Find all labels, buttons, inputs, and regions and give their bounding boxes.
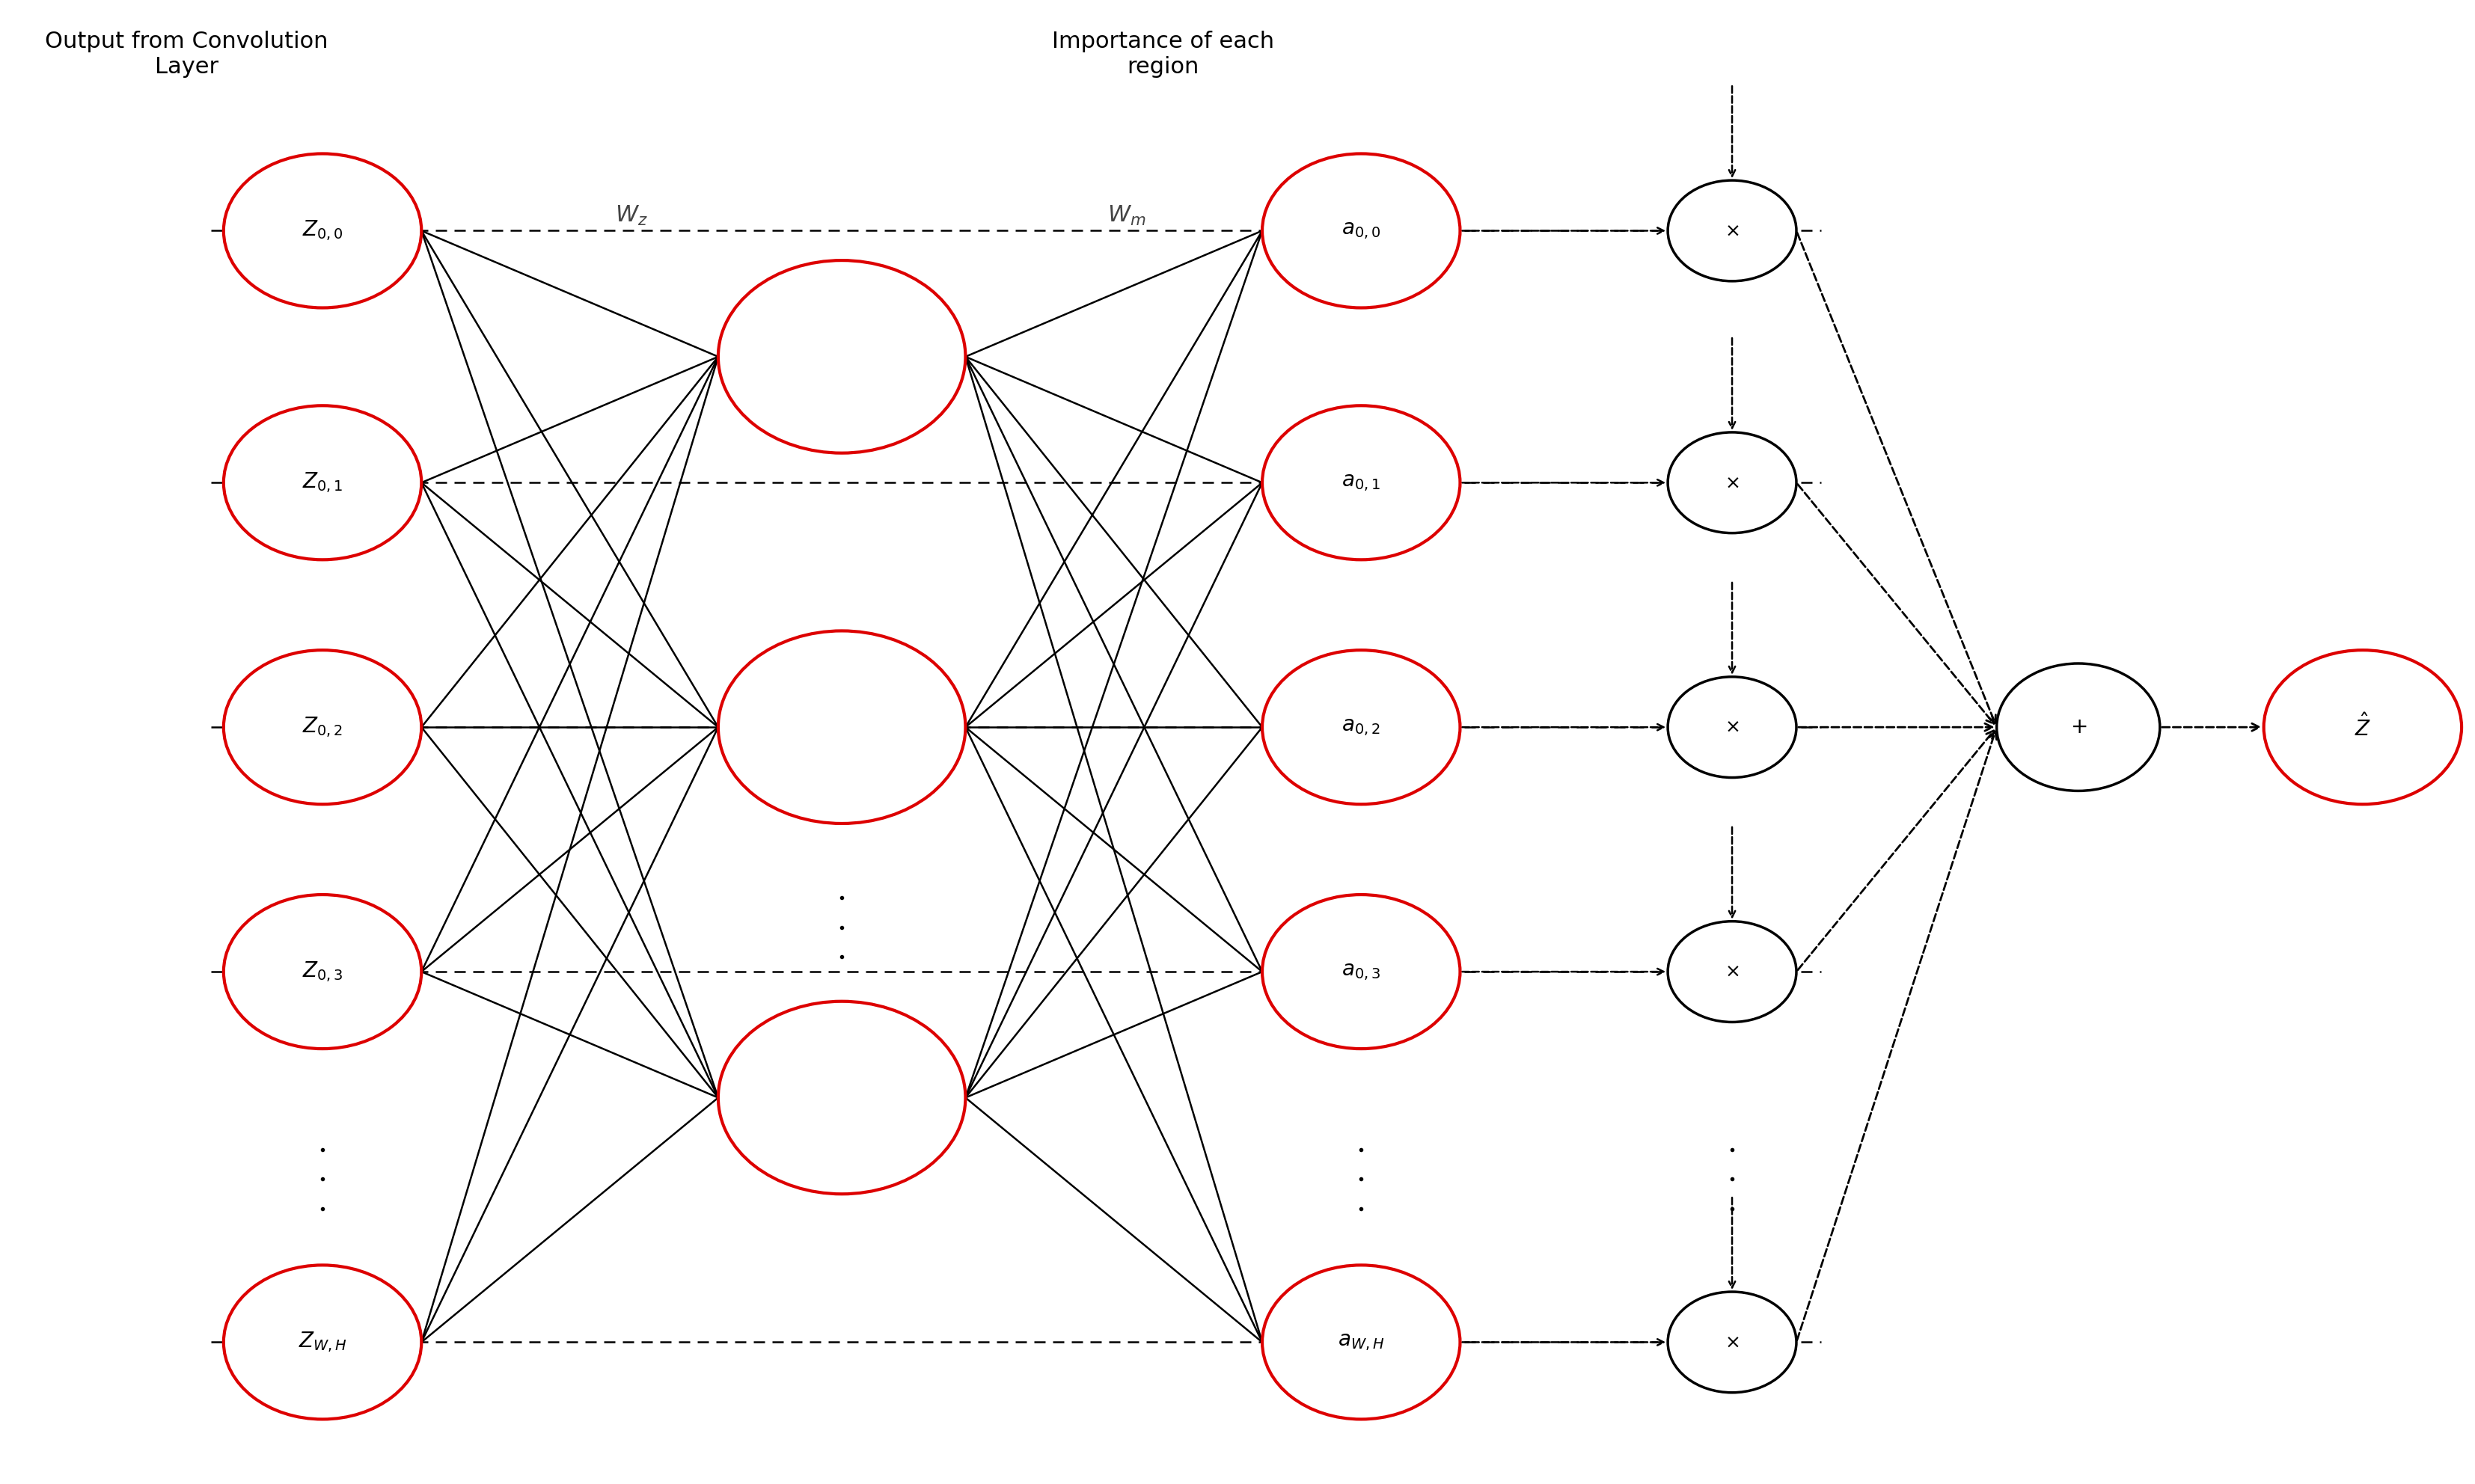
Ellipse shape — [2265, 650, 2463, 804]
Text: $\mathit{Z_{0,1}}$: $\mathit{Z_{0,1}}$ — [302, 470, 344, 494]
Text: $+$: $+$ — [2069, 717, 2086, 738]
Ellipse shape — [718, 1002, 965, 1195]
Ellipse shape — [1668, 432, 1797, 533]
Text: $\mathit{Z_{W,H}}$: $\mathit{Z_{W,H}}$ — [297, 1330, 346, 1353]
Ellipse shape — [223, 405, 421, 559]
Ellipse shape — [223, 650, 421, 804]
Text: $\times$: $\times$ — [1725, 221, 1740, 240]
Text: $\mathit{a_{0,0}}$: $\mathit{a_{0,0}}$ — [1341, 220, 1381, 242]
Ellipse shape — [1262, 1266, 1460, 1419]
Text: $\times$: $\times$ — [1725, 473, 1740, 491]
Text: $\mathit{a_{W,H}}$: $\mathit{a_{W,H}}$ — [1339, 1331, 1384, 1352]
Ellipse shape — [1262, 154, 1460, 307]
Ellipse shape — [1262, 405, 1460, 559]
Ellipse shape — [1668, 1291, 1797, 1392]
Ellipse shape — [718, 631, 965, 824]
Text: $\times$: $\times$ — [1725, 963, 1740, 981]
Text: $\mathit{Z_{0,0}}$: $\mathit{Z_{0,0}}$ — [302, 218, 344, 242]
Ellipse shape — [1668, 677, 1797, 778]
Text: $\times$: $\times$ — [1725, 718, 1740, 736]
Text: $\mathit{a_{0,2}}$: $\mathit{a_{0,2}}$ — [1341, 717, 1381, 738]
Ellipse shape — [718, 260, 965, 453]
Ellipse shape — [1997, 663, 2161, 791]
Ellipse shape — [223, 895, 421, 1049]
Text: $\mathit{W_m}$: $\mathit{W_m}$ — [1106, 205, 1146, 227]
Text: $\mathit{Z_{0,2}}$: $\mathit{Z_{0,2}}$ — [302, 715, 344, 739]
Text: $\mathit{W_z}$: $\mathit{W_z}$ — [616, 205, 648, 227]
Ellipse shape — [1668, 922, 1797, 1022]
Text: $\times$: $\times$ — [1725, 1333, 1740, 1350]
Text: Output from Convolution
Layer: Output from Convolution Layer — [45, 31, 329, 77]
Text: Importance of each
region: Importance of each region — [1052, 31, 1275, 77]
Ellipse shape — [223, 154, 421, 307]
Ellipse shape — [1262, 650, 1460, 804]
Ellipse shape — [1262, 895, 1460, 1049]
Text: $\mathit{a_{0,1}}$: $\mathit{a_{0,1}}$ — [1341, 472, 1381, 493]
Text: $\mathit{a_{0,3}}$: $\mathit{a_{0,3}}$ — [1341, 962, 1381, 982]
Ellipse shape — [223, 1266, 421, 1419]
Text: $\mathit{Z_{0,3}}$: $\mathit{Z_{0,3}}$ — [302, 960, 344, 984]
Ellipse shape — [1668, 181, 1797, 280]
Text: $\hat{Z}$: $\hat{Z}$ — [2354, 714, 2371, 741]
